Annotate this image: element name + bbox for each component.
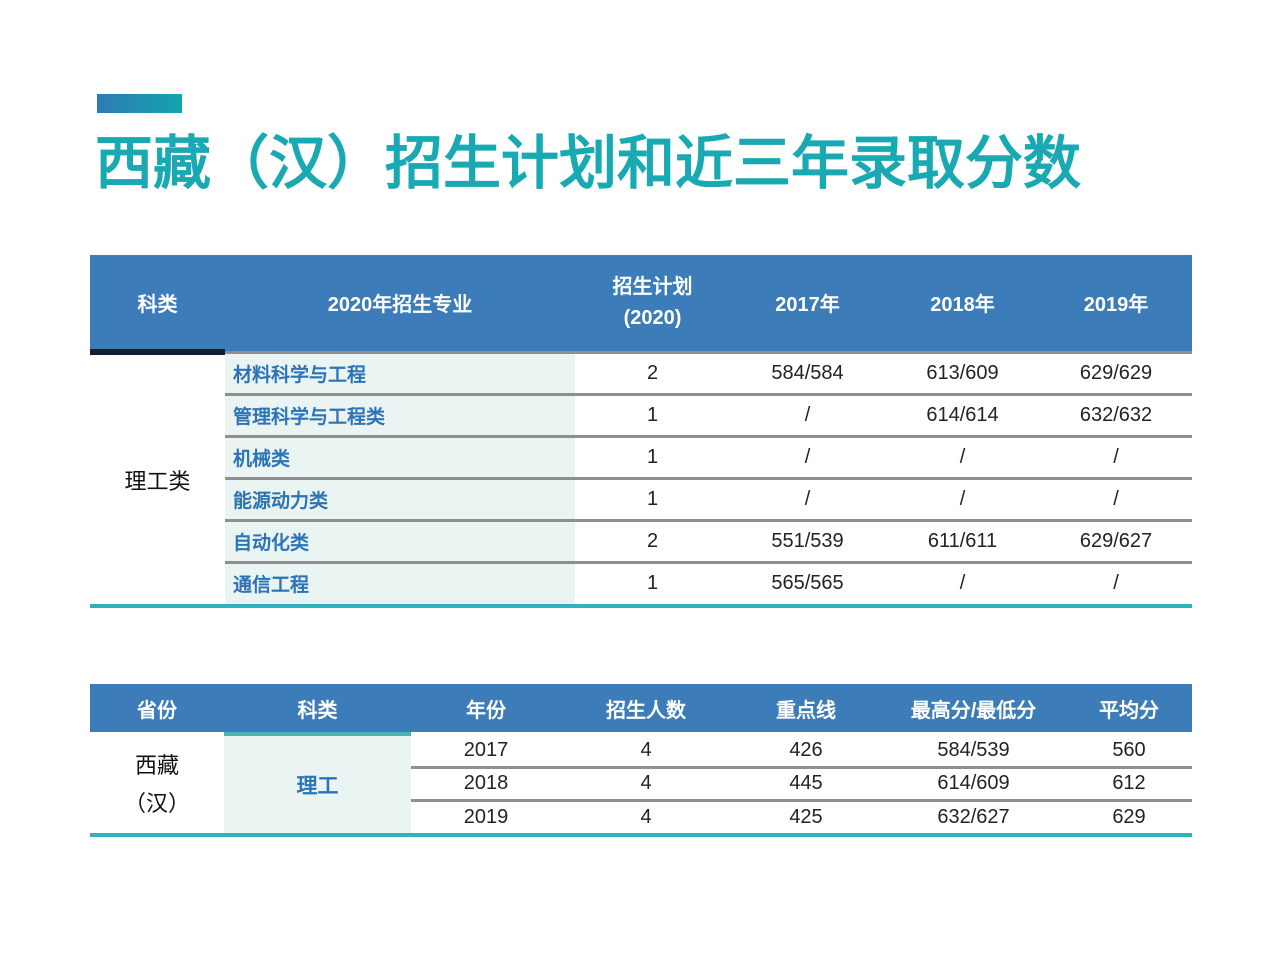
header-year-2017: 2017年 <box>730 255 885 354</box>
category-cell: 理工 <box>224 734 411 833</box>
score-2019-cell: 629/627 <box>1040 520 1192 564</box>
table-row: 机械类 1 / / / <box>90 436 1192 480</box>
score-2019-cell: / <box>1040 436 1192 480</box>
enrollment-cell: 4 <box>561 767 731 802</box>
admission-plan-header-row: 科类 2020年招生专业 招生计划 (2020) 2017年 2018年 201… <box>90 255 1192 355</box>
key-line-cell: 425 <box>789 805 823 828</box>
score-2018-cell: 611/611 <box>885 520 1040 564</box>
score-summary-table-wrap: 省份 科类 年份 招生人数 重点线 最高分/最低分 平均分 西藏 （汉） 理工 … <box>90 684 1192 837</box>
major-cell: 自动化类 <box>225 520 575 564</box>
key-line-cell: 445 <box>731 767 881 802</box>
score-2018-cell: / <box>959 572 966 595</box>
table-row: 能源动力类 1 / / / <box>90 478 1192 522</box>
major-cell: 材料科学与工程 <box>225 352 575 396</box>
enrollment-cell: 4 <box>561 734 731 769</box>
table-row: 通信工程 1 565/565 / / <box>90 562 1192 604</box>
score-2019-cell: / <box>1040 478 1192 522</box>
table-row: 西藏 （汉） 理工 2017 4 426 584/539 560 <box>90 734 1192 833</box>
major-cell: 能源动力类 <box>225 478 575 522</box>
admission-plan-table-wrap: 科类 2020年招生专业 招生计划 (2020) 2017年 2018年 201… <box>90 255 1192 608</box>
score-2017-cell: 565/565 <box>771 572 844 595</box>
province-cell: 西藏 （汉） <box>90 734 224 833</box>
major-cell: 管理科学与工程类 <box>225 394 575 438</box>
score-2018-cell: / <box>885 436 1040 480</box>
plan-cell: 1 <box>646 572 659 595</box>
enrollment-cell: 4 <box>640 805 652 828</box>
score-summary-header-row: 省份 科类 年份 招生人数 重点线 最高分/最低分 平均分 <box>90 684 1192 736</box>
header-average: 平均分 <box>1066 684 1192 736</box>
page-title: 西藏（汉）招生计划和近三年录取分数 <box>95 131 1082 196</box>
plan-cell: 1 <box>575 436 730 480</box>
header-year-2019: 2019年 <box>1040 255 1192 354</box>
table-row: 自动化类 2 551/539 611/611 629/627 <box>90 520 1192 564</box>
header-province: 省份 <box>90 684 224 736</box>
major-cell: 通信工程 <box>225 562 575 604</box>
plan-cell: 1 <box>575 478 730 522</box>
max-min-cell: 614/609 <box>881 767 1066 802</box>
table-row: 2018 4 445 614/609 612 <box>90 767 1192 802</box>
score-2018-cell: 614/614 <box>885 394 1040 438</box>
admission-plan-table: 科类 2020年招生专业 招生计划 (2020) 2017年 2018年 201… <box>90 255 1192 604</box>
category-cell: 理工类 <box>90 352 225 604</box>
header-plan-2020: 招生计划 (2020) <box>575 255 730 354</box>
title-accent-bar <box>97 94 182 113</box>
header-plan-line2: (2020) <box>623 306 682 329</box>
table-row: 管理科学与工程类 1 / 614/614 632/632 <box>90 394 1192 438</box>
header-year: 年份 <box>411 684 561 736</box>
header-category: 科类 <box>90 255 225 355</box>
average-cell: 612 <box>1066 767 1192 802</box>
score-2018-cell: 613/609 <box>885 352 1040 396</box>
header-major-2020: 2020年招生专业 <box>225 255 575 354</box>
max-min-cell: 632/627 <box>937 805 1010 828</box>
score-2019-cell: 632/632 <box>1040 394 1192 438</box>
header-max-min: 最高分/最低分 <box>881 684 1066 736</box>
score-2017-cell: 584/584 <box>730 352 885 396</box>
plan-cell: 1 <box>575 394 730 438</box>
header-key-line: 重点线 <box>731 684 881 736</box>
score-2019-cell: / <box>1113 572 1119 595</box>
table-row: 2019 4 425 632/627 629 <box>90 800 1192 833</box>
max-min-cell: 584/539 <box>881 734 1066 769</box>
province-line1: 西藏 <box>134 753 179 779</box>
average-cell: 629 <box>1112 805 1146 828</box>
year-cell: 2017 <box>411 734 561 769</box>
province-line2: （汉） <box>123 790 190 816</box>
plan-cell: 2 <box>575 520 730 564</box>
key-line-cell: 426 <box>731 734 881 769</box>
year-cell: 2019 <box>463 805 509 828</box>
score-2017-cell: / <box>730 478 885 522</box>
header-plan-line1: 招生计划 <box>612 275 693 298</box>
year-cell: 2018 <box>411 767 561 802</box>
score-2018-cell: / <box>885 478 1040 522</box>
header-year-2018: 2018年 <box>885 255 1040 354</box>
table-row: 理工类 材料科学与工程 2 584/584 613/609 629/629 <box>90 352 1192 604</box>
score-2017-cell: / <box>730 436 885 480</box>
score-2017-cell: / <box>730 394 885 438</box>
plan-cell: 2 <box>575 352 730 396</box>
score-2019-cell: 629/629 <box>1040 352 1192 396</box>
major-cell: 机械类 <box>225 436 575 480</box>
score-2017-cell: 551/539 <box>730 520 885 564</box>
average-cell: 560 <box>1066 734 1192 769</box>
header-category: 科类 <box>224 684 411 736</box>
score-summary-table: 省份 科类 年份 招生人数 重点线 最高分/最低分 平均分 西藏 （汉） 理工 … <box>90 684 1192 833</box>
header-enrollment: 招生人数 <box>561 684 731 736</box>
